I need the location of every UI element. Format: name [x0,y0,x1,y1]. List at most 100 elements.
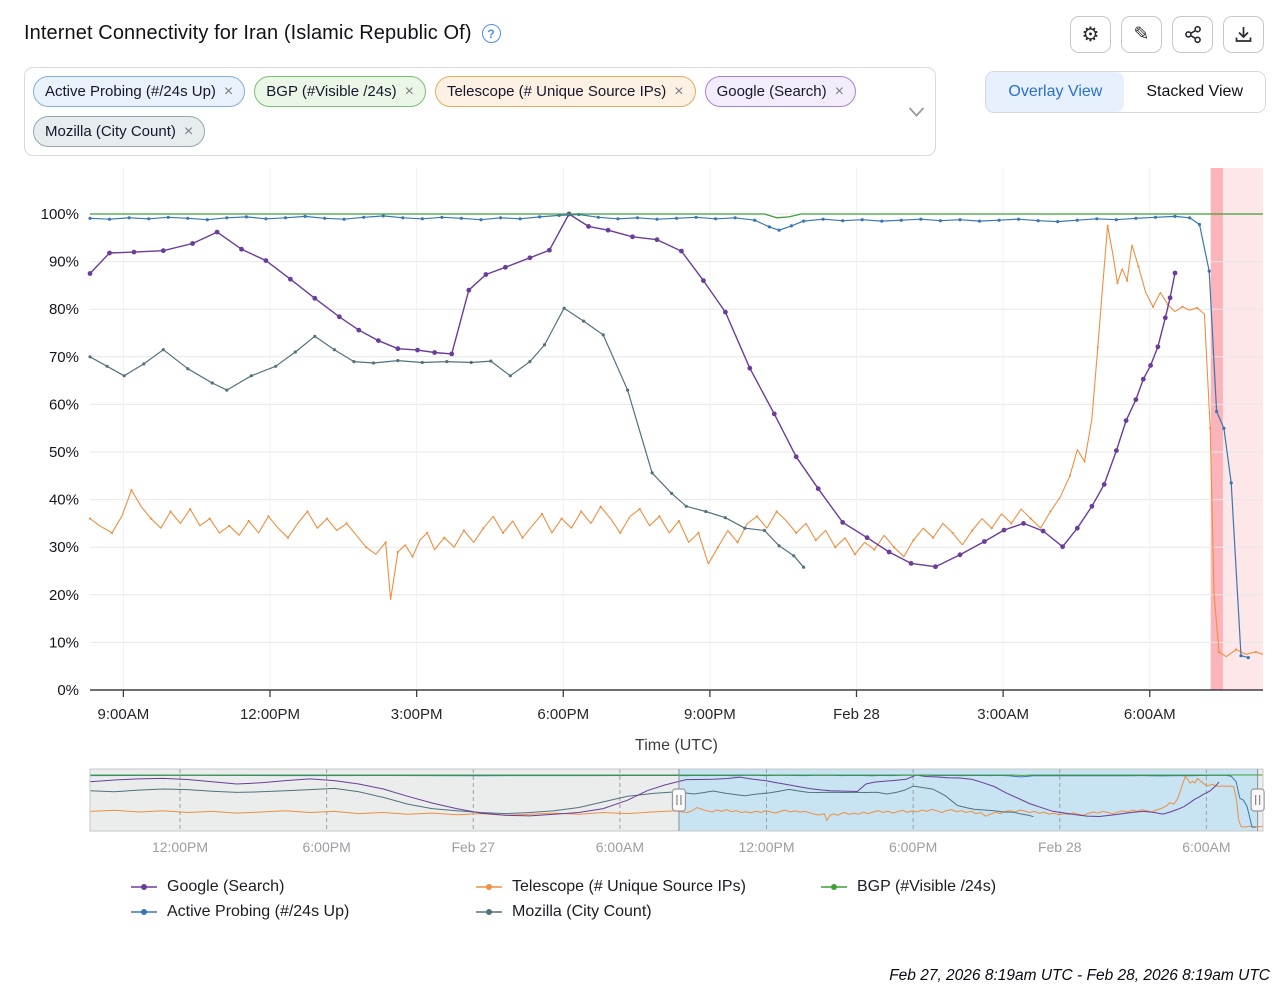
series-marker-google [239,246,244,252]
legend-label: Google (Search) [167,878,285,895]
series-marker-telescope [971,529,974,532]
series-marker-active-probing [381,214,385,218]
filter-chip-active-probing[interactable]: Active Probing (#/24s Up) × [33,76,246,107]
series-marker-mozilla [704,509,708,514]
series-marker-telescope [169,510,172,513]
series-marker-active-probing [1222,426,1226,430]
series-marker-google [483,272,489,277]
series-line-bgp [90,213,1263,219]
legend-marker-icon [476,884,502,890]
series-marker-active-probing [997,218,1001,222]
series-marker-google [1155,344,1161,350]
series-marker-active-probing [1188,216,1192,220]
series-marker-google [312,295,318,301]
share-button[interactable] [1172,16,1213,53]
chip-remove-icon[interactable]: × [183,122,194,140]
series-marker-active-probing [821,217,825,221]
nav-selection[interactable] [678,769,1258,831]
filter-chip-bgp[interactable]: BGP (#Visible /24s) × [254,76,426,107]
legend-item-telescope[interactable]: Telescope (# Unique Source IPs) [475,878,820,896]
pencil-icon: ✎ [1133,24,1150,45]
settings-button[interactable]: ⚙ [1070,16,1111,53]
series-line-active-probing [89,213,1249,659]
nav-tick-label: 12:00PM [152,839,208,855]
x-tick-label: Feb 28 [833,706,880,723]
edit-button[interactable]: ✎ [1121,16,1162,53]
series-marker-active-probing [1229,481,1233,485]
series-marker-google [1167,295,1173,301]
series-marker-active-probing [1134,216,1138,220]
series-marker-active-probing [166,215,170,219]
legend-item-mozilla[interactable]: Mozilla (City Count) [475,903,820,921]
series-marker-telescope [736,541,739,544]
nav-handle-right[interactable] [1250,788,1265,812]
filter-chip-mozilla[interactable]: Mozilla (City Count) × [33,116,206,147]
series-marker-telescope [384,541,387,544]
series-marker-google [1001,527,1007,533]
series-marker-google [723,309,728,315]
legend-marker-icon [131,884,157,890]
filter-chip-google[interactable]: Google (Search) × [704,76,856,107]
y-tick-label: 70% [49,349,79,366]
series-marker-telescope [1254,650,1257,653]
chevron-down-icon[interactable] [908,106,925,117]
chip-remove-icon[interactable]: × [834,82,844,100]
navigator-chart[interactable]: 12:00PM 6:00PM Feb 27 6:00AM 12:00PM 6:00PM Fe… [0,767,1280,863]
series-marker-telescope [501,531,505,534]
overlay-view-tab[interactable]: Overlay View [986,72,1125,112]
series-marker-active-probing [1036,219,1040,223]
series-marker-mozilla [445,360,449,364]
nav-handle-left[interactable] [671,788,687,812]
series-marker-google [214,229,220,235]
nav-tick-label: Feb 28 [1038,839,1082,855]
series-marker-google [1172,270,1178,276]
series-marker-active-probing [1017,217,1021,221]
filter-chip-telescope[interactable]: Telescope (# Unique Source IPs) × [434,76,696,107]
download-button[interactable] [1223,16,1264,53]
series-marker-telescope [932,536,935,539]
stacked-view-tab[interactable]: Stacked View [1124,72,1265,112]
series-line-telescope [89,225,1264,658]
series-marker-google [503,264,508,270]
series-marker-google [160,248,166,254]
main-chart[interactable]: 0% 10% 20% 30% 40% 50% 60% 70% 80% 90% 100% 9:00AM 1… [0,162,1280,762]
series-marker-google [886,549,892,555]
series-marker-active-probing [147,217,151,221]
legend-item-bgp[interactable]: BGP (#Visible /24s) [820,878,1165,896]
series-marker-google [466,287,472,293]
series-marker-mozilla [186,367,190,371]
series-marker-active-probing [1153,215,1158,219]
legend-label: Active Probing (#/24s Up) [167,903,350,920]
y-tick-label: 0% [57,682,79,699]
series-marker-active-probing [1056,220,1060,224]
legend-item-google[interactable]: Google (Search) [130,878,475,896]
series-marker-telescope [1217,650,1221,653]
series-marker-google [263,258,269,263]
series-marker-telescope [1137,265,1140,268]
series-marker-telescope [541,512,544,515]
series-marker-telescope [88,517,92,520]
series-marker-telescope [1083,460,1086,463]
series-marker-telescope [426,531,429,534]
nav-tick-label: 6:00AM [1182,839,1230,855]
nav-tick-label: 6:00PM [889,839,937,855]
series-marker-telescope [267,515,270,518]
series-marker-active-probing [596,215,600,219]
series-marker-active-probing [899,218,903,222]
chip-remove-icon[interactable]: × [674,82,684,100]
series-marker-active-probing [264,217,268,221]
series-marker-active-probing [977,219,982,223]
series-marker-active-probing [205,218,209,222]
series-marker-active-probing [1114,218,1118,222]
series-marker-active-probing [777,228,781,232]
series-marker-mozilla [105,364,109,368]
series-marker-telescope [462,529,465,532]
series-marker-mozilla [249,374,253,378]
series-marker-telescope [580,510,583,513]
legend-item-active-probing[interactable]: Active Probing (#/24s Up) [130,903,475,921]
help-icon[interactable]: ? [481,24,501,43]
chip-remove-icon[interactable]: × [223,82,234,100]
series-marker-mozilla [352,360,356,364]
series-marker-telescope [521,536,524,539]
chip-remove-icon[interactable]: × [404,82,414,100]
